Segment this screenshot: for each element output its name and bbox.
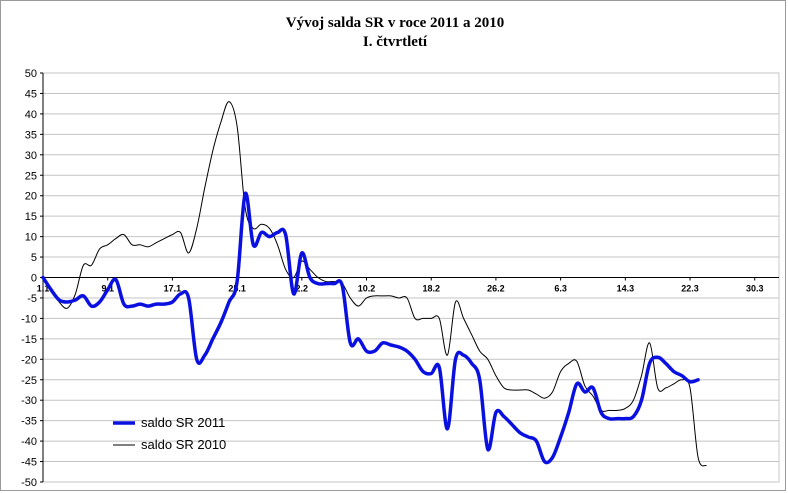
x-tick-label: 30.3 [746,284,764,294]
x-tick-label: 2.2 [296,284,309,294]
y-tick-label: -30 [21,395,37,407]
x-tick-label: 1.1 [37,284,50,294]
chart-title: Vývoj salda SR v roce 2011 a 2010 [286,15,504,31]
x-tick-label: 14.3 [617,284,635,294]
series-lines [41,101,707,467]
x-axis: 1.1 9.1 17.1 25.1 2.2 10.2 18.2 26.2 6.3 14.3 22.3… [37,277,779,294]
series-line-0 [41,191,700,465]
y-tick-label: 20 [25,191,37,203]
y-tick-label: 0 [31,273,37,285]
y-tick-label: 5 [31,252,37,264]
y-tick-label: -50 [21,477,37,489]
y-tick-label: 25 [25,170,37,182]
x-tick-label: 18.2 [422,284,440,294]
y-tick-label: -5 [27,293,37,305]
legend: saldo SR 2011 saldo SR 2010 [113,415,226,452]
y-tick-label: 30 [25,150,37,162]
y-tick-label: -35 [21,416,37,428]
y-tick-label: 40 [25,109,37,121]
y-tick-label: -45 [21,457,37,469]
y-axis: 50454035302520151050-5-10-15-20-25-30-35… [21,68,44,489]
legend-label: saldo SR 2011 [141,415,225,430]
x-tick-label: 6.3 [554,284,567,294]
grid-lines [42,72,780,483]
y-tick-label: -15 [21,334,37,346]
y-tick-label: 50 [25,68,37,80]
y-tick-label: -25 [21,375,37,387]
y-tick-label: 35 [25,129,37,141]
y-tick-label: -10 [21,313,37,325]
y-tick-label: 45 [25,88,37,100]
y-tick-label: -20 [21,354,37,366]
x-tick-label: 10.2 [358,284,376,294]
x-tick-label: 22.3 [681,284,699,294]
y-tick-label: -40 [21,436,37,448]
x-tick-label: 26.2 [487,284,505,294]
x-tick-label: 17.1 [164,284,182,294]
y-tick-label: 15 [25,211,37,223]
y-tick-label: 10 [25,232,37,244]
chart-subtitle: I. čtvrtletí [363,34,428,50]
legend-label: saldo SR 2010 [141,437,226,452]
